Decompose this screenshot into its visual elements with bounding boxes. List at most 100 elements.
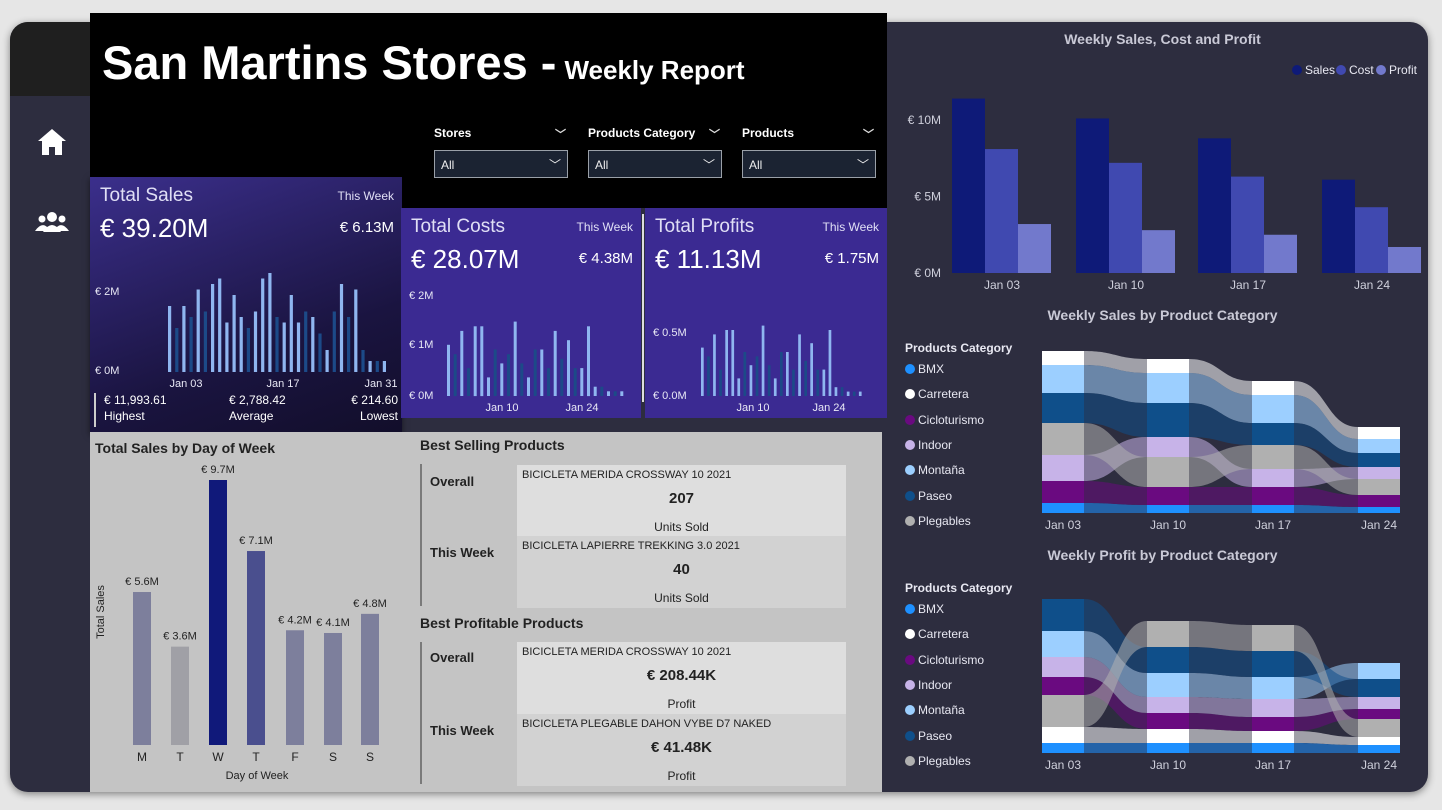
ribbon-segment[interactable]	[1358, 453, 1400, 467]
legend-item-montaña[interactable]: Montaña	[905, 703, 965, 717]
legend-sales[interactable]: Sales	[1292, 63, 1335, 77]
bar-cost[interactable]	[1231, 176, 1264, 273]
legend-item-paseo[interactable]: Paseo	[905, 489, 952, 503]
weekly-profit-category-ribbon[interactable]: Jan 03 Jan 10 Jan 17 Jan 24	[1040, 588, 1402, 776]
ribbon-segment[interactable]	[1042, 455, 1084, 481]
ribbon-segment[interactable]	[1252, 395, 1294, 423]
ribbon-segment[interactable]	[1252, 699, 1294, 717]
legend-cost[interactable]: Cost	[1336, 63, 1374, 77]
dow-bar[interactable]	[209, 480, 227, 745]
ribbon-segment[interactable]	[1358, 507, 1400, 513]
dow-bar[interactable]	[171, 646, 189, 745]
ribbon-segment[interactable]	[1252, 677, 1294, 699]
ribbon-segment[interactable]	[1147, 359, 1189, 373]
chevron-down-icon[interactable]: ﹀	[555, 129, 566, 141]
kpi-total-costs[interactable]: € 2M € 1M € 0M Jan 10 Jan 24 Total Costs Thi…	[401, 208, 641, 418]
legend-item-carretera[interactable]: Carretera	[905, 387, 969, 401]
ribbon-segment[interactable]	[1252, 505, 1294, 513]
weekly-sales-cost-profit-chart[interactable]: € 10M € 5M € 0M Jan 03 Jan 10 Jan 17 Jan 24	[895, 80, 1430, 300]
bar-profit[interactable]	[1388, 246, 1421, 273]
ribbon-segment[interactable]	[1358, 479, 1400, 495]
ribbon-segment[interactable]	[1147, 673, 1189, 697]
dow-bar[interactable]	[324, 632, 342, 745]
slicer-category-dropdown[interactable]: All ﹀	[588, 150, 722, 178]
ribbon-segment[interactable]	[1147, 373, 1189, 403]
ribbon-segment[interactable]	[1042, 481, 1084, 503]
chevron-down-icon[interactable]: ﹀	[863, 129, 874, 141]
weekly-sales-category-ribbon[interactable]: Jan 03 Jan 10 Jan 17 Jan 24	[1040, 345, 1402, 537]
bar-profit[interactable]	[1018, 224, 1051, 273]
kpi-total-profits[interactable]: € 0.5M € 0.0M Jan 10 Jan 24 Total Profits T…	[645, 208, 887, 418]
legend-item-carretera[interactable]: Carretera	[905, 627, 969, 641]
ribbon-segment[interactable]	[1042, 393, 1084, 423]
dow-bar[interactable]	[361, 613, 379, 745]
ribbon-segment[interactable]	[1358, 679, 1400, 697]
bar-profit[interactable]	[1264, 234, 1297, 273]
bar-cost[interactable]	[1109, 162, 1142, 273]
bar-sales[interactable]	[1076, 118, 1109, 273]
ribbon-segment[interactable]	[1358, 495, 1400, 507]
ribbon-segment[interactable]	[1358, 737, 1400, 745]
legend-profit[interactable]: Profit	[1376, 63, 1417, 77]
legend-item-indoor[interactable]: Indoor	[905, 678, 952, 692]
kpi-total-sales[interactable]: € 2M € 0M Jan 03 Jan 17 Jan 31 Total Sales T…	[90, 177, 402, 433]
ribbon-segment[interactable]	[1358, 697, 1400, 709]
best-profitable-week-card[interactable]: BICICLETA PLEGABLE DAHON VYBE D7 NAKED €…	[517, 714, 846, 786]
legend-item-indoor[interactable]: Indoor	[905, 438, 952, 452]
legend-item-plegables[interactable]: Plegables	[905, 754, 971, 768]
ribbon-segment[interactable]	[1358, 719, 1400, 737]
ribbon-segment[interactable]	[1147, 505, 1189, 513]
slicer-products[interactable]: Products ﹀ All ﹀	[742, 126, 876, 178]
ribbon-segment[interactable]	[1042, 695, 1084, 727]
ribbon-segment[interactable]	[1252, 651, 1294, 677]
bar-cost[interactable]	[1355, 207, 1388, 273]
ribbon-segment[interactable]	[1147, 697, 1189, 713]
dow-chart[interactable]: € 5.6M M € 3.6M T € 9.7M W € 7.1M T € 4.2M F € 4.1…	[90, 440, 410, 792]
ribbon-segment[interactable]	[1147, 743, 1189, 753]
slicer-products-category[interactable]: Products Category ﹀ All ﹀	[588, 126, 722, 178]
ribbon-segment[interactable]	[1252, 625, 1294, 651]
ribbon-segment[interactable]	[1358, 467, 1400, 479]
bar-sales[interactable]	[1322, 179, 1355, 273]
legend-item-bmx[interactable]: BMX	[905, 602, 944, 616]
ribbon-segment[interactable]	[1358, 709, 1400, 719]
ribbon-segment[interactable]	[1042, 599, 1084, 631]
dow-bar[interactable]	[133, 592, 151, 745]
ribbon-segment[interactable]	[1147, 403, 1189, 437]
best-selling-overall-card[interactable]: BICICLETA MERIDA CROSSWAY 10 2021 207 Un…	[517, 465, 846, 537]
slicer-stores[interactable]: Stores ﹀ All ﹀	[434, 126, 568, 178]
ribbon-segment[interactable]	[1358, 427, 1400, 439]
ribbon-segment[interactable]	[1042, 503, 1084, 513]
ribbon-segment[interactable]	[1252, 743, 1294, 753]
ribbon-segment[interactable]	[1147, 487, 1189, 505]
ribbon-segment[interactable]	[1252, 717, 1294, 731]
ribbon-segment[interactable]	[1042, 351, 1084, 365]
ribbon-segment[interactable]	[1042, 657, 1084, 677]
ribbon-segment[interactable]	[1042, 365, 1084, 393]
ribbon-segment[interactable]	[1042, 631, 1084, 657]
ribbon-segment[interactable]	[1147, 621, 1189, 647]
ribbon-segment[interactable]	[1042, 677, 1084, 695]
ribbon-segment[interactable]	[1252, 469, 1294, 487]
home-icon[interactable]	[34, 124, 70, 160]
ribbon-segment[interactable]	[1042, 423, 1084, 455]
ribbon-segment[interactable]	[1147, 457, 1189, 487]
ribbon-segment[interactable]	[1358, 745, 1400, 753]
slicer-products-dropdown[interactable]: All ﹀	[742, 150, 876, 178]
legend-item-cicloturismo[interactable]: Cicloturismo	[905, 653, 984, 667]
ribbon-segment[interactable]	[1147, 647, 1189, 673]
legend-item-plegables[interactable]: Plegables	[905, 514, 971, 528]
dow-bar[interactable]	[247, 551, 265, 745]
legend-item-paseo[interactable]: Paseo	[905, 729, 952, 743]
people-icon[interactable]	[34, 204, 70, 240]
legend-item-montaña[interactable]: Montaña	[905, 463, 965, 477]
ribbon-segment[interactable]	[1358, 663, 1400, 679]
ribbon-segment[interactable]	[1252, 731, 1294, 743]
ribbon-segment[interactable]	[1252, 445, 1294, 469]
bar-sales[interactable]	[952, 98, 985, 273]
ribbon-segment[interactable]	[1252, 381, 1294, 395]
dow-bar[interactable]	[286, 630, 304, 745]
legend-item-cicloturismo[interactable]: Cicloturismo	[905, 413, 984, 427]
ribbon-segment[interactable]	[1252, 423, 1294, 445]
best-profitable-overall-card[interactable]: BICICLETA MERIDA CROSSWAY 10 2021 € 208.…	[517, 642, 846, 714]
